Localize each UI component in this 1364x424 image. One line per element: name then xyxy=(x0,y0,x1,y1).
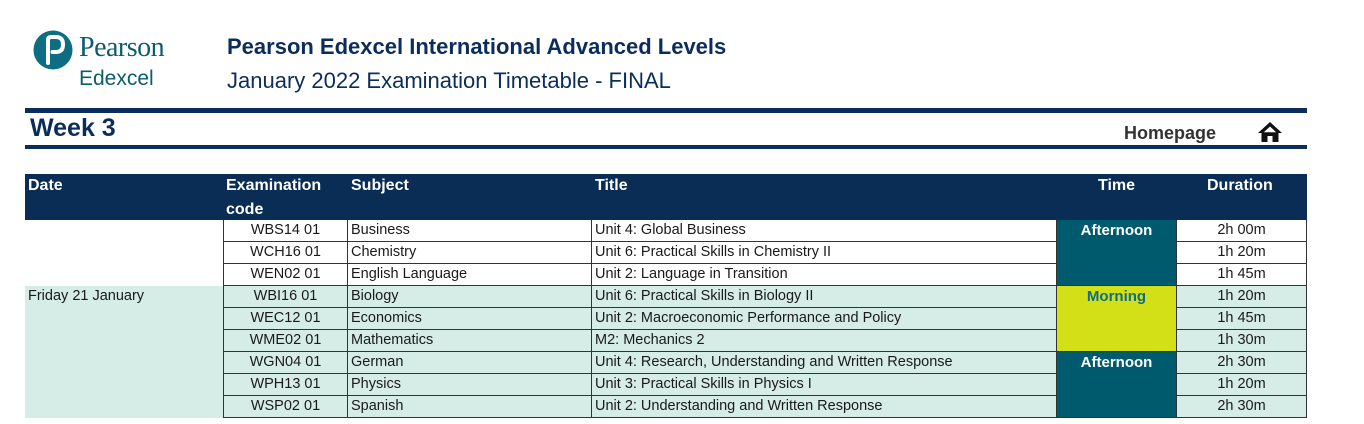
title-cell: Unit 2: Macroeconomic Performance and Po… xyxy=(592,308,1057,330)
duration-cell: 1h 20m xyxy=(1177,242,1307,264)
duration-cell: 2h 30m xyxy=(1177,352,1307,374)
subject-cell: Physics xyxy=(348,374,592,396)
page-title: Pearson Edexcel International Advanced L… xyxy=(227,34,727,59)
th-duration: Duration xyxy=(1207,177,1273,194)
homepage-link[interactable]: Homepage xyxy=(1124,123,1217,143)
duration-cell: 1h 45m xyxy=(1177,264,1307,286)
exam-code-cell: WGN04 01 xyxy=(224,352,348,374)
th-subject: Subject xyxy=(351,177,409,194)
th-date: Date xyxy=(28,177,63,194)
exam-code-cell: WBI16 01 xyxy=(224,286,348,308)
title-cell: Unit 6: Practical Skills in Chemistry II xyxy=(592,242,1057,264)
th-exam-code: Examination code xyxy=(226,177,322,218)
home-icon[interactable] xyxy=(1257,120,1283,144)
duration-cell: 1h 20m xyxy=(1177,374,1307,396)
title-cell: Unit 6: Practical Skills in Biology II xyxy=(592,286,1057,308)
pearson-p-logo xyxy=(33,30,73,70)
page-subtitle: January 2022 Examination Timetable - FIN… xyxy=(227,68,671,93)
subject-cell: German xyxy=(348,352,592,374)
title-cell: M2: Mechanics 2 xyxy=(592,330,1057,352)
exam-code-cell: WBS14 01 xyxy=(224,220,348,242)
logo-word-edexcel: Edexcel xyxy=(79,67,154,90)
date-cell xyxy=(25,220,224,286)
subject-cell: Economics xyxy=(348,308,592,330)
date-cell: Friday 21 January xyxy=(25,286,224,418)
exam-code-cell: WCH16 01 xyxy=(224,242,348,264)
title-cell: Unit 2: Understanding and Written Respon… xyxy=(592,396,1057,418)
subject-cell: Chemistry xyxy=(348,242,592,264)
exam-code-cell: WPH13 01 xyxy=(224,374,348,396)
exam-code-cell: WME02 01 xyxy=(224,330,348,352)
title-cell: Unit 3: Practical Skills in Physics I xyxy=(592,374,1057,396)
th-time: Time xyxy=(1098,177,1136,194)
logo-word-pearson: Pearson xyxy=(79,32,165,63)
divider-top xyxy=(25,108,1307,113)
subject-cell: Spanish xyxy=(348,396,592,418)
subject-cell: Business xyxy=(348,220,592,242)
exam-code-cell: WSP02 01 xyxy=(224,396,348,418)
subject-cell: English Language xyxy=(348,264,592,286)
duration-cell: 1h 30m xyxy=(1177,330,1307,352)
title-cell: Unit 4: Research, Understanding and Writ… xyxy=(592,352,1057,374)
title-cell: Unit 2: Language in Transition xyxy=(592,264,1057,286)
exam-code-cell: WEC12 01 xyxy=(224,308,348,330)
duration-cell: 2h 00m xyxy=(1177,220,1307,242)
duration-cell: 2h 30m xyxy=(1177,396,1307,418)
table-header: Date Examination code Subject Title Time Dura… xyxy=(25,174,1307,220)
session-morning: Morning xyxy=(1057,286,1177,352)
subject-cell: Biology xyxy=(348,286,592,308)
th-title: Title xyxy=(595,177,628,194)
title-cell: Unit 4: Global Business xyxy=(592,220,1057,242)
divider-bottom xyxy=(25,145,1307,149)
pearson-logo: Pearson Edexcel xyxy=(33,26,183,96)
session-afternoon: Afternoon xyxy=(1057,220,1177,286)
exam-code-cell: WEN02 01 xyxy=(224,264,348,286)
week-heading: Week 3 xyxy=(30,114,116,142)
session-afternoon: Afternoon xyxy=(1057,352,1177,418)
duration-cell: 1h 20m xyxy=(1177,286,1307,308)
subject-cell: Mathematics xyxy=(348,330,592,352)
duration-cell: 1h 45m xyxy=(1177,308,1307,330)
